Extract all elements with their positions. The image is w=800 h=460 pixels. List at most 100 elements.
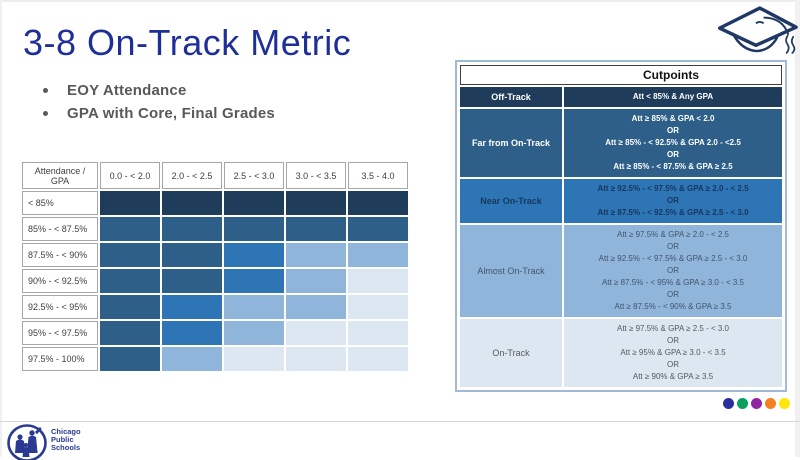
cutpoints-row-rules: Att < 85% & Any GPA xyxy=(564,87,782,107)
page-title: 3-8 On-Track Metric xyxy=(23,22,351,64)
cutpoint-rule: Att < 85% & Any GPA xyxy=(566,91,780,103)
bullet-icon xyxy=(43,111,48,116)
cutpoint-or: OR xyxy=(566,289,780,301)
heatmap-cell xyxy=(224,295,284,319)
brand-dot xyxy=(751,398,762,409)
cps-logo-line: Schools xyxy=(51,444,81,452)
heatmap-cell xyxy=(286,243,346,267)
heatmap-cell xyxy=(224,269,284,293)
heatmap-cell xyxy=(162,269,222,293)
cutpoint-rule: Att ≥ 97.5% & GPA ≥ 2.5 - < 3.0 xyxy=(566,323,780,335)
heatmap-cell xyxy=(162,217,222,241)
cutpoints-table: Cutpoints Off-Track Att < 85% & Any GPA Fa… xyxy=(455,60,787,392)
heatmap-cell xyxy=(100,347,160,371)
cutpoints-header-spacer xyxy=(461,66,561,84)
heatmap-cell xyxy=(224,217,284,241)
cutpoints-row-label: Off-Track xyxy=(460,87,562,107)
cutpoint-rule: Att ≥ 95% & GPA ≥ 3.0 - < 3.5 xyxy=(566,347,780,359)
bullet-list: EOY Attendance GPA with Core, Final Grad… xyxy=(43,79,275,125)
cps-logo: Chicago Public Schools xyxy=(6,424,81,460)
cutpoint-or: OR xyxy=(566,195,780,207)
heatmap-col-header: 3.0 - < 3.5 xyxy=(286,162,346,189)
heatmap-row-label: 87.5% - < 90% xyxy=(22,243,98,267)
brand-dot xyxy=(779,398,790,409)
heatmap-cell xyxy=(100,269,160,293)
list-item: GPA with Core, Final Grades xyxy=(43,102,275,125)
heatmap-cell xyxy=(286,191,346,215)
heatmap-cell xyxy=(286,295,346,319)
heatmap-cell xyxy=(348,295,408,319)
heatmap-cell xyxy=(100,321,160,345)
cutpoints-row-label: Near On-Track xyxy=(460,179,562,223)
brand-dot xyxy=(723,398,734,409)
heatmap-cell xyxy=(348,217,408,241)
cutpoint-rule: Att ≥ 87.5% - < 95% & GPA ≥ 3.0 - < 3.5 xyxy=(566,277,780,289)
heatmap-row-label: 92.5% - < 95% xyxy=(22,295,98,319)
heatmap-corner-line: Attendance / xyxy=(35,166,86,176)
slide-edge-top xyxy=(0,0,800,2)
heatmap-cell xyxy=(286,347,346,371)
heatmap-row-label: 85% - < 87.5% xyxy=(22,217,98,241)
slide-edge-right xyxy=(795,0,800,457)
brand-dot xyxy=(765,398,776,409)
heatmap-col-header: 2.0 - < 2.5 xyxy=(162,162,222,189)
cutpoint-rule: Att ≥ 87.5% - < 92.5% & GPA ≥ 2.5 - < 3.… xyxy=(566,207,780,219)
heatmap-cell xyxy=(100,217,160,241)
heatmap-cell xyxy=(224,191,284,215)
cutpoints-title: Cutpoints xyxy=(561,66,781,84)
heatmap-cell xyxy=(224,347,284,371)
heatmap-row-label: < 85% xyxy=(22,191,98,215)
heatmap-cell xyxy=(348,347,408,371)
heatmap-row-label: 97.5% - 100% xyxy=(22,347,98,371)
cutpoints-row-rules: Att ≥ 92.5% - < 97.5% & GPA ≥ 2.0 - < 2.… xyxy=(564,179,782,223)
heatmap-row-label: 90% - < 92.5% xyxy=(22,269,98,293)
cutpoint-rule: Att ≥ 85% - < 87.5% & GPA ≥ 2.5 xyxy=(566,161,780,173)
cutpoint-rule: Att ≥ 85% - < 92.5% & GPA 2.0 - <2.5 xyxy=(566,137,780,149)
cutpoint-rule: Att ≥ 90% & GPA ≥ 3.5 xyxy=(566,371,780,383)
cutpoints-header: Cutpoints xyxy=(460,65,782,85)
heatmap-corner-label: Attendance /GPA xyxy=(22,162,98,189)
cutpoint-or: OR xyxy=(566,125,780,137)
cutpoint-rule: Att ≥ 97.5% & GPA ≥ 2.0 - < 2.5 xyxy=(566,229,780,241)
heatmap-cell xyxy=(348,321,408,345)
heatmap-cell xyxy=(286,217,346,241)
heatmap-corner-line: GPA xyxy=(51,176,69,186)
list-item: EOY Attendance xyxy=(43,79,275,102)
heatmap-cell xyxy=(162,243,222,267)
cutpoint-rule: Att ≥ 85% & GPA < 2.0 xyxy=(566,113,780,125)
heatmap-cell xyxy=(348,243,408,267)
heatmap-cell xyxy=(224,321,284,345)
brand-dots xyxy=(723,398,790,409)
heatmap-cell xyxy=(162,347,222,371)
cutpoint-rule: Att ≥ 87.5% - < 90% & GPA ≥ 3.5 xyxy=(566,301,780,313)
cutpoint-or: OR xyxy=(566,265,780,277)
cps-logo-text: Chicago Public Schools xyxy=(51,428,81,452)
heatmap-col-header: 3.5 - 4.0 xyxy=(348,162,408,189)
brand-dot xyxy=(737,398,748,409)
cutpoint-or: OR xyxy=(566,149,780,161)
heatmap-cell xyxy=(286,321,346,345)
cutpoint-or: OR xyxy=(566,335,780,347)
cutpoint-or: OR xyxy=(566,241,780,253)
heatmap-cell xyxy=(348,269,408,293)
graduation-cap-icon xyxy=(712,4,798,58)
heatmap-cell xyxy=(162,295,222,319)
cps-logo-icon xyxy=(6,424,48,460)
bullet-text: GPA with Core, Final Grades xyxy=(67,105,275,122)
heatmap-cell xyxy=(162,191,222,215)
heatmap-col-header: 0.0 - < 2.0 xyxy=(100,162,160,189)
cutpoints-row-label: Almost On-Track xyxy=(460,225,562,317)
bullet-text: EOY Attendance xyxy=(67,82,187,99)
heatmap-cell xyxy=(224,243,284,267)
bullet-icon xyxy=(43,88,48,93)
